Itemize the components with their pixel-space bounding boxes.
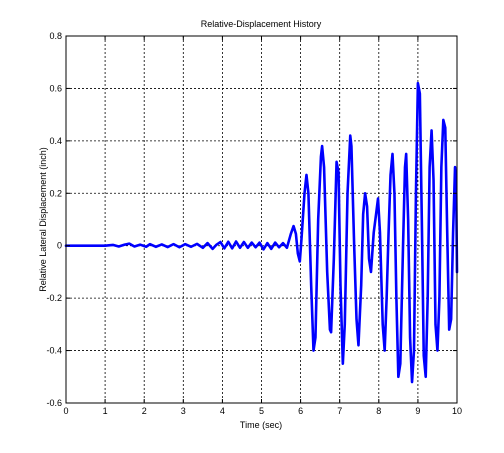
- x-tick-label: 7: [337, 406, 342, 416]
- series-line: [64, 81, 459, 384]
- y-tick-label: 0: [57, 241, 62, 251]
- x-tick-label: 8: [376, 406, 381, 416]
- x-tick-label: 1: [103, 406, 108, 416]
- x-tick-label: 5: [259, 406, 264, 416]
- y-tick-label: 0.2: [49, 188, 62, 198]
- y-axis-label: Relative Lateral Displacement (inch): [38, 147, 48, 292]
- y-tick-label: -0.6: [46, 398, 62, 408]
- chart-title: Relative-Displacement History: [201, 19, 322, 29]
- x-tick-label: 9: [415, 406, 420, 416]
- y-tick-label: 0.8: [49, 31, 62, 41]
- x-tick-label: 10: [452, 406, 462, 416]
- x-tick-label: 0: [63, 406, 68, 416]
- x-tick-label: 6: [298, 406, 303, 416]
- axis-ticks: [65, 35, 458, 404]
- x-tick-label: 4: [220, 406, 225, 416]
- x-axis-tick-labels: 0 1 2 3 4 5 6 7 8 9 10: [63, 406, 462, 416]
- x-tick-label: 2: [142, 406, 147, 416]
- y-tick-label: 0.4: [49, 136, 62, 146]
- y-tick-label: 0.6: [49, 83, 62, 93]
- y-axis-tick-labels: -0.6 -0.4 -0.2 0 0.2 0.4 0.6 0.8: [46, 31, 62, 408]
- x-axis-label: Time (sec): [240, 420, 282, 430]
- x-tick-label: 3: [181, 406, 186, 416]
- y-tick-label: -0.2: [46, 293, 62, 303]
- y-tick-label: -0.4: [46, 346, 62, 356]
- plot-area: [64, 81, 459, 384]
